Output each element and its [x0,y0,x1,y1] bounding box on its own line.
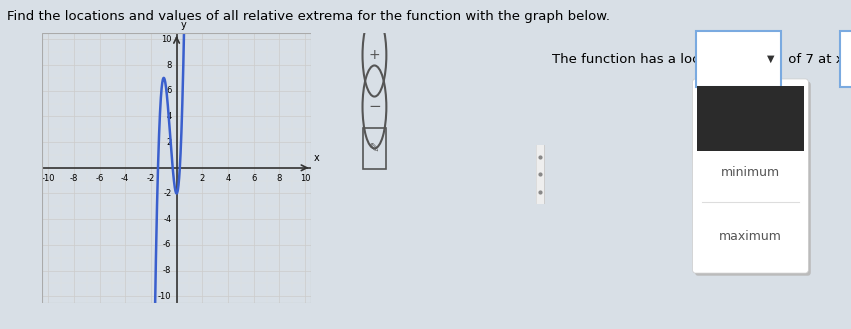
Text: -8: -8 [163,266,171,275]
Text: 8: 8 [166,61,171,69]
Text: 4: 4 [226,174,231,183]
Text: -6: -6 [95,174,104,183]
Text: 2: 2 [200,174,205,183]
FancyBboxPatch shape [695,31,781,87]
Text: y: y [180,20,186,30]
FancyBboxPatch shape [693,79,808,273]
Text: of 7 at x =: of 7 at x = [784,53,851,66]
Text: −: − [368,99,380,114]
Text: ✎: ✎ [369,142,380,155]
Text: -2: -2 [163,189,171,198]
Text: x: x [314,153,320,163]
Text: Find the locations and values of all relative extrema for the function with the : Find the locations and values of all rel… [7,10,610,23]
Text: maximum: maximum [719,230,782,242]
FancyBboxPatch shape [697,86,804,151]
Text: minimum: minimum [721,166,780,179]
Text: 10: 10 [161,35,171,44]
Text: -10: -10 [42,174,54,183]
FancyBboxPatch shape [840,31,851,87]
Text: The function has a local: The function has a local [552,53,711,66]
Text: 10: 10 [300,174,311,183]
Text: -6: -6 [163,240,171,249]
Text: -2: -2 [146,174,155,183]
Text: 8: 8 [277,174,282,183]
Text: 4: 4 [166,112,171,121]
Text: 6: 6 [166,86,171,95]
Text: +: + [368,48,380,62]
FancyBboxPatch shape [695,82,811,276]
Text: 2: 2 [166,138,171,147]
Text: -10: -10 [158,292,171,301]
Text: -4: -4 [121,174,129,183]
Text: 6: 6 [251,174,256,183]
Text: -8: -8 [70,174,78,183]
FancyBboxPatch shape [536,142,545,207]
Text: -4: -4 [163,215,171,224]
Text: ▼: ▼ [767,54,774,64]
